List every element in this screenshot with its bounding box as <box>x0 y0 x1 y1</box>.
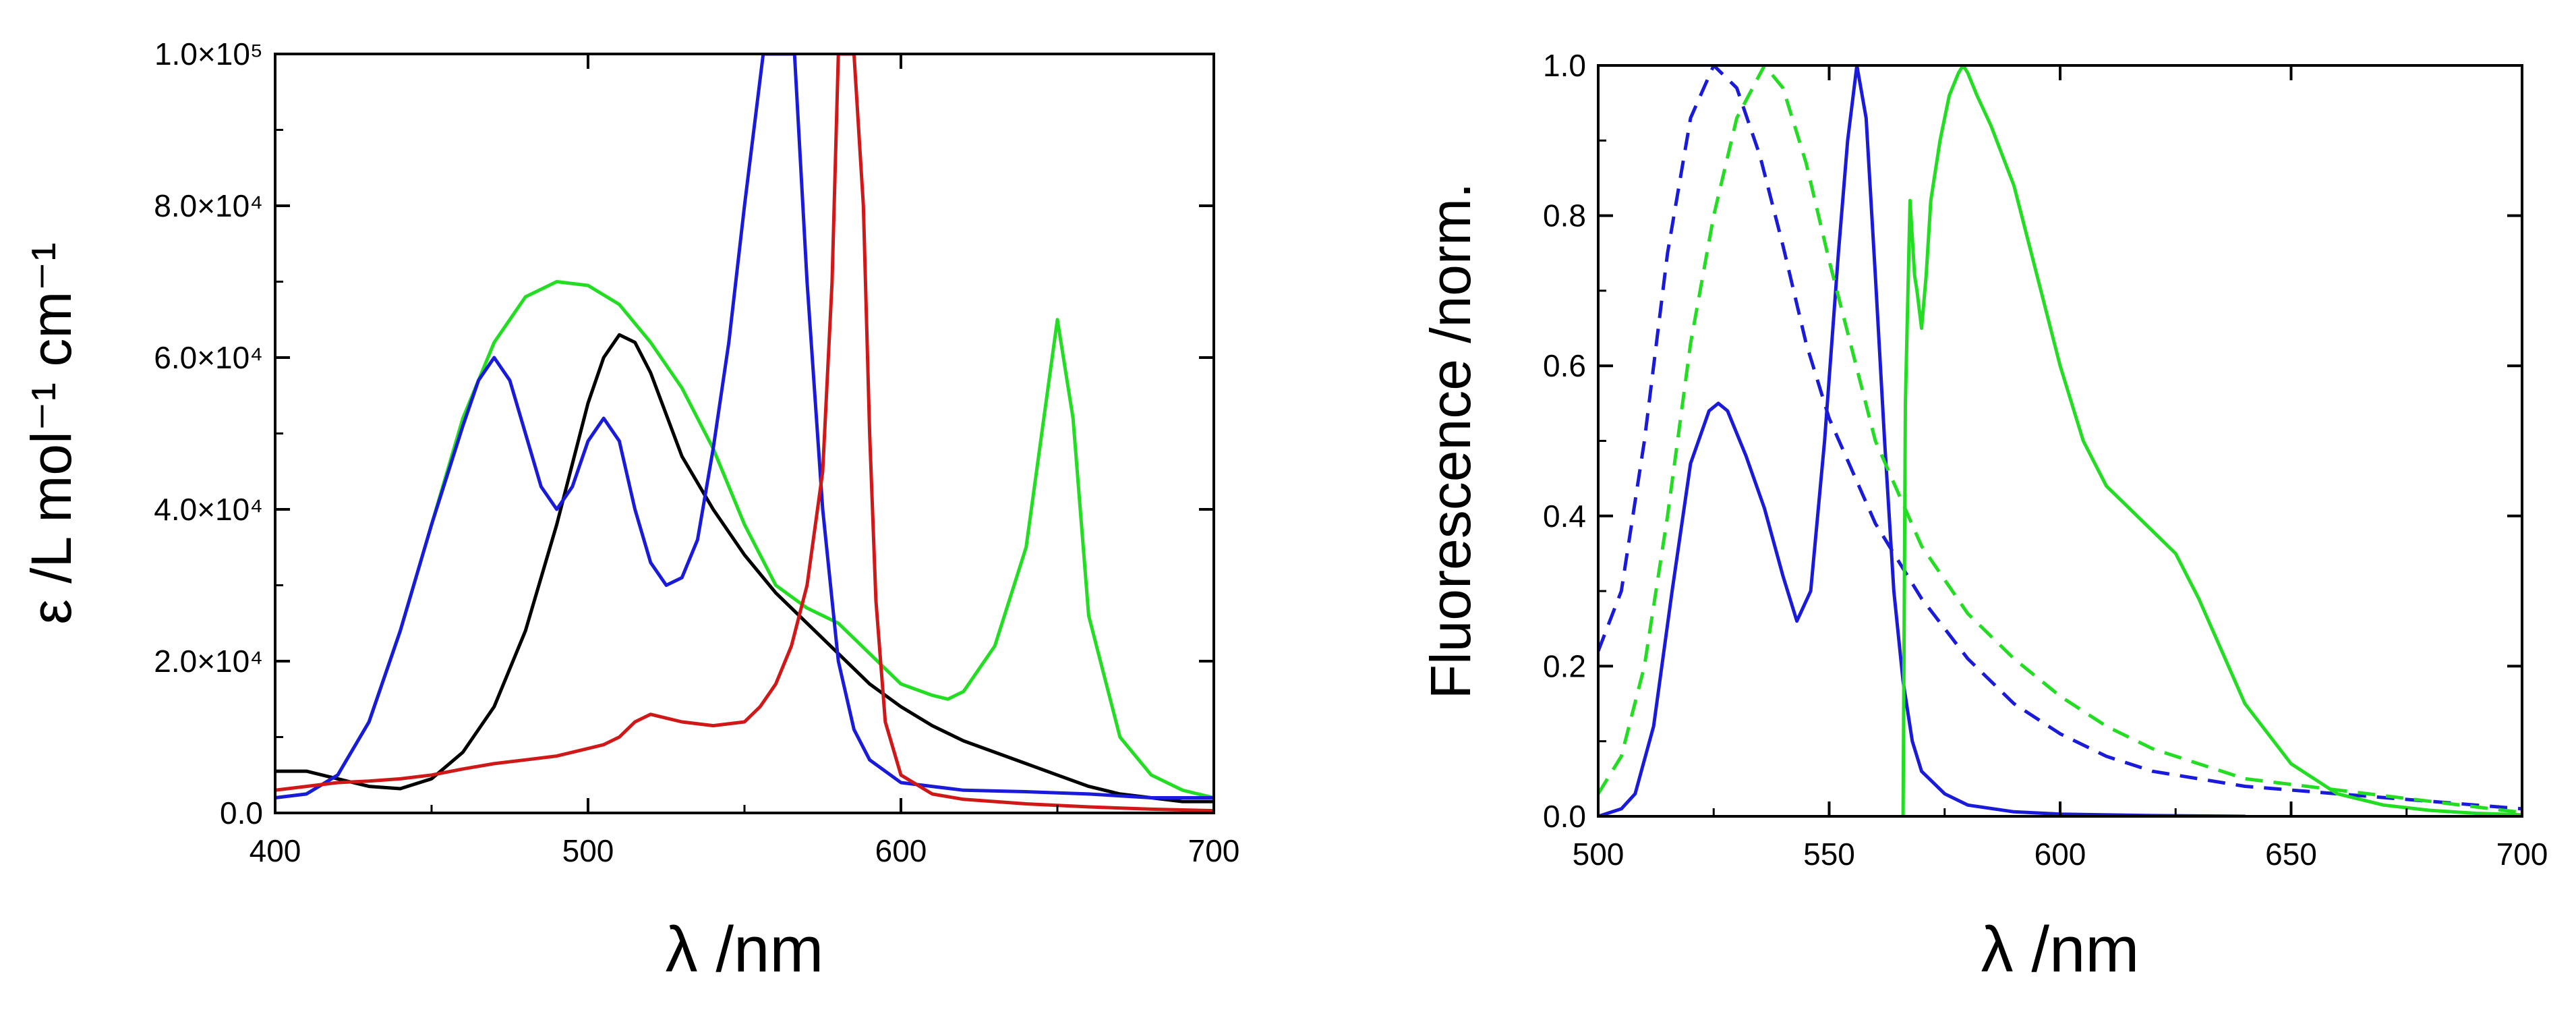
y-tick-label: 4.0×10⁴ <box>154 492 263 527</box>
series-group <box>1598 65 2522 816</box>
x-tick-label: 400 <box>250 833 301 868</box>
y-tick-label: 0.8 <box>1543 198 1586 233</box>
x-tick-label: 700 <box>2496 837 2548 872</box>
series-line-green-solid <box>1901 65 2522 816</box>
x-tick-label: 550 <box>1803 837 1855 872</box>
y-tick-label: 0.0 <box>220 795 263 830</box>
x-tick-label: 500 <box>562 833 614 868</box>
y-axis-title: Fluorescence /norm. <box>1419 183 1482 700</box>
plot-frame <box>1597 64 2523 818</box>
series-line-blue-solid <box>1598 65 2247 816</box>
y-tick-label: 6.0×10⁴ <box>154 340 263 375</box>
series-line-blue <box>275 54 1214 799</box>
x-tick-label: 650 <box>2265 837 2317 872</box>
x-tick-label: 600 <box>875 833 927 868</box>
y-tick-label: 0.6 <box>1543 348 1586 383</box>
absorption-chart: 400 500 600 700 0.0 2.0×10⁴ 4.0×10⁴ 6.0×10⁴ 8.0×… <box>20 36 1239 986</box>
x-tick-label: 700 <box>1188 833 1240 868</box>
series-line-blue-dashed <box>1598 65 2522 811</box>
x-tick-label: 600 <box>2035 837 2086 872</box>
x-axis-title: λ /nm <box>666 913 824 986</box>
y-tick-label: 8.0×10⁴ <box>154 188 263 223</box>
y-tick-label: 0.0 <box>1543 799 1586 834</box>
y-tick-label: 2.0×10⁴ <box>154 644 263 679</box>
x-tick-label: 500 <box>1573 837 1624 872</box>
y-tick-label: 0.4 <box>1543 499 1586 534</box>
fluorescence-chart: 500 550 600 650 700 0.0 0.2 0.4 0.6 0.8 1.0 λ /nm Fl… <box>1419 48 2548 986</box>
y-tick-label: 0.2 <box>1543 648 1586 683</box>
series-line-red <box>275 54 1214 813</box>
x-axis-title: λ /nm <box>1981 913 2140 986</box>
series-line-green-dashed <box>1598 65 2522 814</box>
series-line-black <box>275 333 1214 804</box>
series-group <box>275 54 1214 813</box>
y-tick-label: 1.0×10⁵ <box>154 36 263 72</box>
y-tick-label: 1.0 <box>1543 48 1586 83</box>
y-axis-title: ε /L mol⁻¹ cm⁻¹ <box>20 242 83 624</box>
